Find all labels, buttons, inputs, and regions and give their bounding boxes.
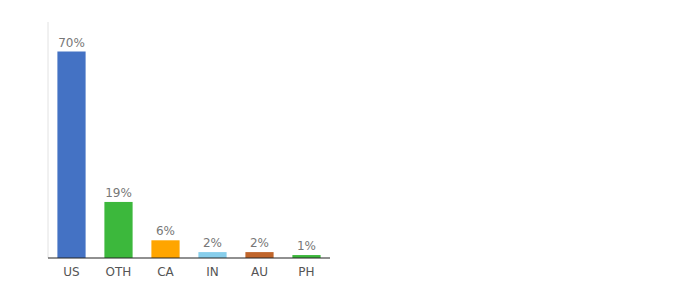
x-tick-label: PH [298, 265, 314, 279]
data-label: 1% [297, 239, 316, 253]
x-tick-label: US [63, 265, 79, 279]
data-label: 19% [105, 186, 132, 200]
y-range-line [48, 22, 49, 258]
x-tick-label: CA [157, 265, 174, 279]
x-axis-line [48, 257, 330, 258]
x-tick-label: AU [251, 265, 268, 279]
data-label: 70% [58, 36, 85, 50]
x-tick-label: IN [206, 265, 219, 279]
data-labels: 70% 19% 6% 2% 2% 1% [58, 36, 316, 254]
bar [245, 252, 273, 258]
data-label: 2% [203, 236, 222, 250]
bars [57, 52, 320, 259]
x-tick-label: OTH [106, 265, 132, 279]
bar [198, 252, 226, 258]
bar [57, 52, 85, 259]
x-tick-labels: US OTH CA IN AU PH [63, 265, 314, 279]
data-label: 6% [156, 224, 175, 238]
chart-svg: 70% 19% 6% 2% 2% 1% US OTH CA IN AU PH [0, 0, 680, 300]
chart-container: 70% 19% 6% 2% 2% 1% US OTH CA IN AU PH [0, 0, 680, 300]
bar [151, 240, 179, 258]
bar [104, 202, 132, 258]
data-label: 2% [250, 236, 269, 250]
